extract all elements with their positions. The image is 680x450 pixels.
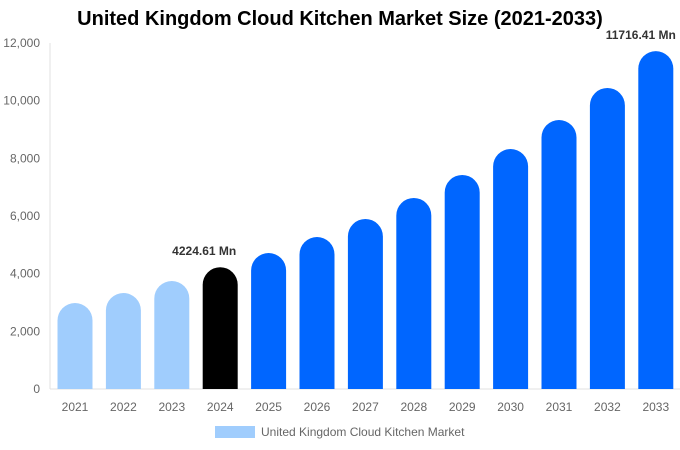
x-tick-label: 2023: [158, 400, 185, 414]
bar-2025[interactable]: [251, 252, 287, 389]
y-tick-label: 8,000: [10, 151, 40, 165]
y-tick-label: 4,000: [10, 267, 40, 281]
x-tick-label: 2029: [449, 400, 476, 414]
x-tick-label: 2027: [352, 400, 379, 414]
data-label: 11716.41 Mn: [606, 28, 676, 42]
legend-label: United Kingdom Cloud Kitchen Market: [261, 425, 465, 439]
x-tick-label: 2026: [304, 400, 331, 414]
bar-2022[interactable]: [105, 293, 141, 389]
legend-swatch: [215, 426, 255, 438]
bar-2023[interactable]: [154, 280, 190, 389]
x-tick-label: 2032: [594, 400, 621, 414]
bar-2031[interactable]: [541, 120, 577, 390]
x-tick-label: 2033: [642, 400, 669, 414]
x-tick-label: 2022: [110, 400, 137, 414]
bar-2027[interactable]: [347, 218, 383, 389]
bar-2032[interactable]: [589, 87, 625, 389]
bar-2021[interactable]: [57, 302, 93, 389]
y-tick-label: 0: [33, 382, 40, 396]
bar-2030[interactable]: [493, 149, 529, 389]
y-tick-label: 10,000: [3, 94, 40, 108]
bar-2033[interactable]: [638, 51, 674, 389]
y-tick-label: 12,000: [3, 36, 40, 50]
x-tick-label: 2021: [62, 400, 89, 414]
y-tick-label: 2,000: [10, 324, 40, 338]
x-tick-label: 2024: [207, 400, 234, 414]
x-tick-label: 2028: [400, 400, 427, 414]
bar-2029[interactable]: [444, 174, 480, 389]
bar-2028[interactable]: [396, 197, 432, 389]
y-tick-label: 6,000: [10, 209, 40, 223]
legend[interactable]: United Kingdom Cloud Kitchen Market: [215, 425, 464, 439]
bar-2026[interactable]: [299, 236, 335, 389]
x-tick-label: 2030: [497, 400, 524, 414]
chart-title: United Kingdom Cloud Kitchen Market Size…: [77, 8, 603, 30]
data-label: 4224.61 Mn: [172, 244, 236, 258]
x-tick-label: 2025: [255, 400, 282, 414]
bar-2024[interactable]: [202, 267, 238, 389]
x-tick-label: 2031: [546, 400, 573, 414]
